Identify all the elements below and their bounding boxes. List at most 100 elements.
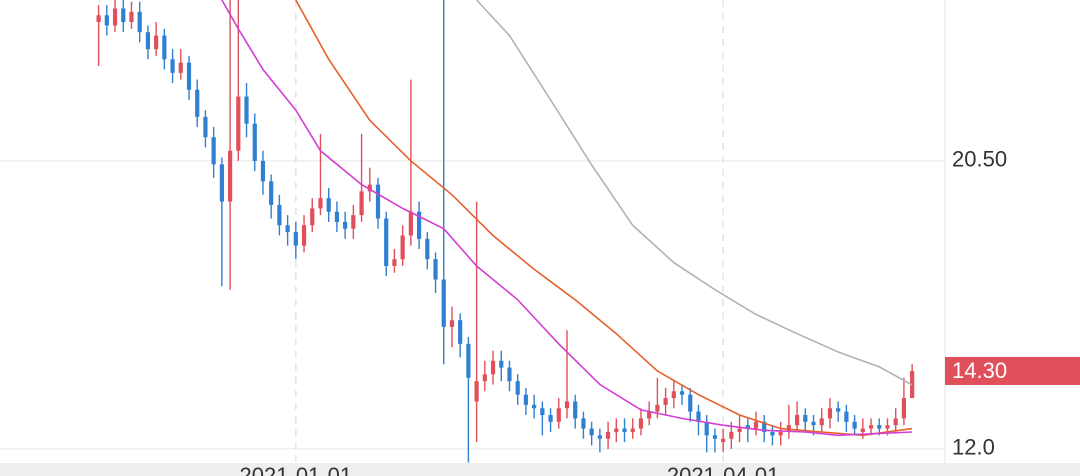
candle-body	[893, 418, 898, 426]
candle-body	[819, 418, 824, 426]
candle-body	[614, 428, 619, 432]
candle-body	[112, 8, 118, 26]
candle-body	[597, 435, 602, 439]
x-tick-label: 2021-04-01	[667, 463, 780, 476]
candle-body	[392, 259, 397, 266]
candle-body	[663, 398, 668, 405]
candle-body	[827, 408, 833, 419]
candle-body	[375, 184, 381, 219]
candle-body	[236, 96, 241, 151]
candle-body	[170, 59, 175, 73]
candle-body	[737, 428, 742, 432]
candle-body	[704, 421, 709, 436]
candle-body	[227, 150, 233, 202]
candle-body	[195, 89, 200, 117]
candle-body	[540, 408, 545, 416]
candle-body	[753, 421, 759, 429]
x-axis-strip	[0, 463, 1080, 476]
last-price-label: 14.30	[952, 358, 1007, 383]
candle-body	[449, 320, 455, 327]
candle-body	[129, 11, 134, 23]
candle-body	[564, 401, 570, 409]
y-tick-label: 20.50	[952, 147, 1007, 172]
candle-body	[211, 137, 216, 165]
candle-body	[490, 360, 496, 375]
candle-body	[696, 411, 701, 422]
candle-body	[310, 208, 315, 226]
candle-body	[762, 421, 767, 432]
candle-body	[712, 435, 718, 439]
moving-average-line	[221, 0, 913, 437]
candle-body	[556, 408, 561, 422]
candle-body	[688, 394, 693, 412]
candle-body	[104, 15, 109, 26]
candle-body	[885, 425, 890, 429]
candle-body	[269, 181, 274, 205]
candle-body	[301, 225, 307, 246]
candle-body	[178, 62, 183, 73]
candle-body	[794, 415, 800, 426]
moving-average-line	[295, 0, 913, 437]
candle-body	[507, 367, 512, 382]
candle-body	[326, 198, 331, 212]
candle-body	[96, 15, 101, 23]
candle-body	[605, 431, 611, 439]
candle-body	[162, 35, 167, 60]
candle-body	[219, 164, 224, 202]
candle-body	[622, 428, 627, 432]
candle-body	[384, 218, 389, 266]
candle-body	[343, 221, 348, 229]
candle-body	[252, 123, 257, 161]
candle-body	[581, 418, 586, 429]
candle-body	[901, 398, 907, 419]
candle-body	[532, 404, 537, 409]
candle-body	[433, 259, 438, 280]
candle-body	[458, 320, 463, 344]
candle-body	[145, 32, 151, 50]
candle-body	[293, 232, 298, 246]
candle-body	[203, 116, 208, 138]
candle-body	[630, 428, 635, 432]
candle-body	[466, 343, 471, 378]
candle-body	[548, 415, 553, 422]
candle-body	[589, 428, 594, 436]
candle-body	[416, 211, 422, 239]
candle-body	[408, 211, 413, 236]
candle-body	[474, 381, 479, 402]
candle-body	[844, 411, 849, 422]
candle-body	[811, 421, 816, 426]
candle-body	[721, 438, 726, 443]
candle-body	[351, 215, 356, 229]
y-tick-label: 12.0	[952, 435, 995, 460]
candle-body	[679, 391, 685, 395]
candle-body	[523, 394, 529, 405]
candle-body	[573, 401, 578, 419]
candle-body	[852, 421, 857, 429]
candle-body	[729, 431, 734, 439]
axes: 12.0 20.50 2021-01-01 2021-04-01 14.30	[240, 147, 1080, 476]
candle-body	[803, 415, 808, 422]
candle-body	[877, 425, 882, 429]
candle-body	[285, 225, 290, 233]
candle-body	[655, 404, 660, 412]
candle-body	[778, 431, 783, 436]
candle-body	[334, 211, 340, 222]
x-tick-label: 2021-01-01	[240, 463, 353, 476]
candle-body	[499, 360, 504, 368]
candle-body	[318, 198, 323, 209]
candle-body	[400, 235, 405, 260]
candle-body	[425, 238, 430, 260]
grid	[0, 0, 945, 463]
last-price-badge	[945, 356, 1080, 385]
candle-body	[482, 374, 487, 382]
candle-body	[671, 391, 676, 399]
candle-body	[515, 381, 520, 395]
candle-body	[277, 204, 282, 226]
candle-body	[638, 418, 644, 429]
candle-body	[154, 35, 159, 50]
plot-area	[96, 0, 915, 463]
candle-body	[260, 160, 266, 182]
candle-body	[647, 411, 652, 419]
